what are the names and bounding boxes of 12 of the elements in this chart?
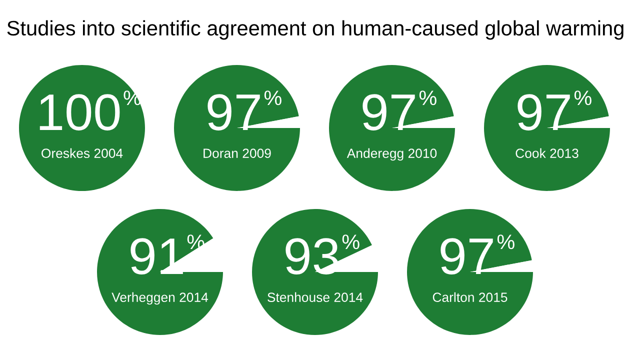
text: Stenhouse 2014 bbox=[268, 292, 363, 302]
data-label: 97% bbox=[518, 90, 592, 130]
data-label: 97% bbox=[440, 234, 514, 274]
data-label: 97% bbox=[362, 90, 436, 130]
text: Oreskes 2004 bbox=[42, 148, 123, 158]
text: Anderegg 2010 bbox=[346, 148, 437, 161]
text: Verheggen 2014 bbox=[112, 292, 208, 305]
text: Cook 2013 bbox=[516, 148, 578, 158]
text: Carlton 2015 bbox=[432, 292, 508, 302]
text: Doran 2009 bbox=[204, 148, 271, 158]
data-label: 97% bbox=[208, 90, 282, 130]
text: Studies into scientific agreement on human-caused global warming bbox=[7, 20, 624, 40]
